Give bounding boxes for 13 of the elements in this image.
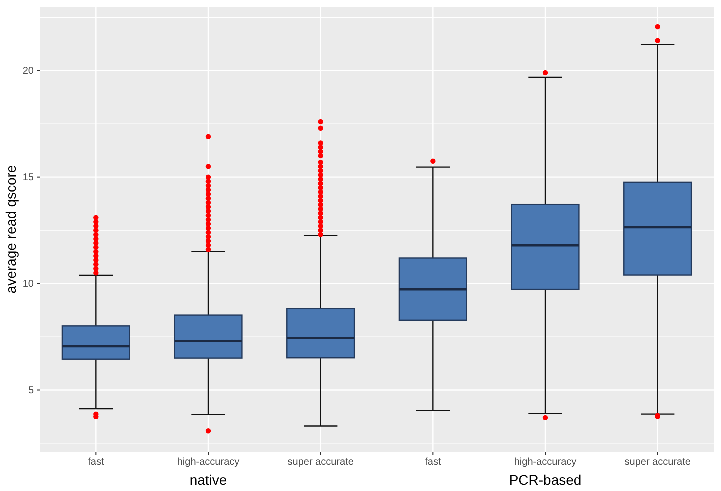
- x-tick-label: high-accuracy: [514, 457, 577, 468]
- y-axis-title: average read qscore: [3, 165, 19, 294]
- y-tick-label: 5: [28, 385, 34, 396]
- x-tick-label: super accurate: [288, 457, 354, 468]
- x-tick-label: high-accuracy: [177, 457, 240, 468]
- y-tick-label: 15: [22, 172, 34, 184]
- text: native: [190, 472, 228, 488]
- text: PCR-based: [509, 472, 582, 488]
- x-tick-label: fast: [88, 457, 104, 468]
- y-tick-label: 20: [22, 66, 34, 78]
- x-tick-label: fast: [425, 457, 442, 468]
- y-tick-label: 10: [22, 278, 34, 290]
- x-tick-label: super accurate: [624, 457, 692, 468]
